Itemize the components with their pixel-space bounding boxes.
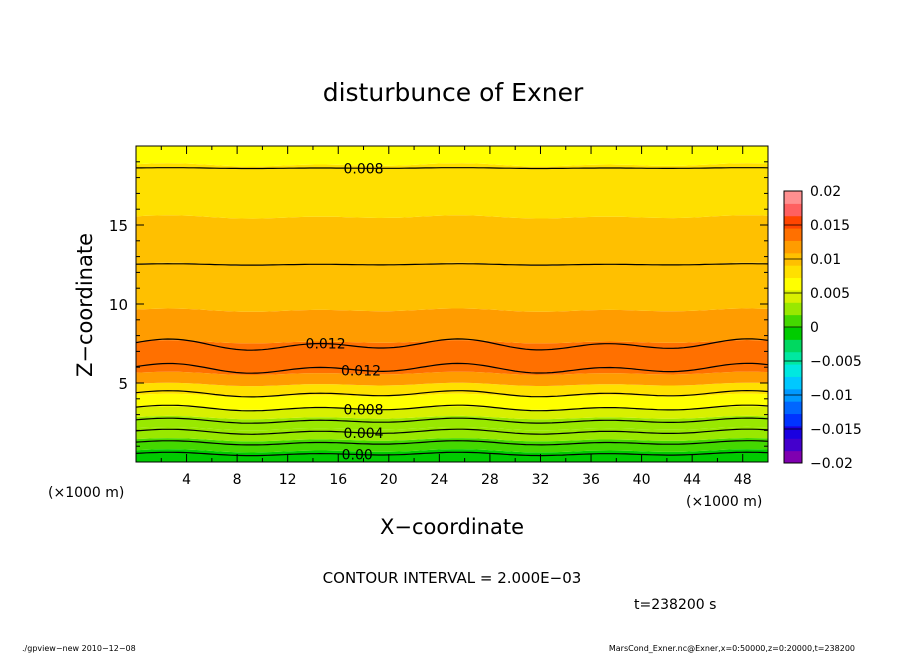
contour-line-6 [135,362,769,374]
x-axis-label: X−coordinate [380,515,524,539]
x-tick-label-2: 12 [279,472,297,488]
colorbar-label-8: −0.02 [810,456,853,472]
contour-band-7 [136,371,768,387]
colorbar-swatch-3 [784,413,802,427]
colorbar-swatch-18 [784,228,802,241]
contour-line-7 [135,338,769,351]
colorbar-swatch-14 [784,277,802,291]
colorbar-swatch-17 [784,240,802,254]
x-axis: 4 8 12 16 20 24 28 32 36 40 44 48 [160,146,752,488]
x-tick-label-8: 36 [582,472,600,488]
contour-label-7: 0.012 [306,337,346,353]
colorbar-swatch-20 [784,203,802,217]
contour-line-9 [136,167,769,170]
plot-area [136,146,768,462]
contour-band-3 [136,415,768,431]
colorbar-swatch-10 [784,327,802,340]
colorbar-swatch-11 [784,314,802,328]
x-tick-label-0: 4 [182,472,191,488]
x-tick-label-3: 16 [329,472,347,488]
contour-band-1 [136,438,768,453]
colorbar-swatch-9 [784,339,802,353]
colorbar-swatch-4 [784,401,802,415]
x-tick-label-10: 44 [683,472,701,488]
x-tick-label-7: 32 [532,472,550,488]
colorbar-swatch-19 [784,215,802,229]
y-tick-label-1: 10 [109,296,128,314]
contour-label-0: 0.00 [342,448,373,464]
colorbar-swatch-0 [784,450,802,464]
colorbar-label-2: 0.01 [810,252,841,268]
x-tick-label-1: 8 [233,472,242,488]
contour-band-4 [136,406,768,420]
contour-label-4: 0.008 [343,402,383,418]
contour-band-2 [136,426,768,442]
x-unit-right: (×1000 m) [686,494,762,510]
colorbar-swatch-8 [784,351,802,365]
colorbar-label-5: −0.005 [810,354,862,370]
contour-label-6: 0.012 [341,363,381,379]
chart-title: disturbunce of Exner [323,78,584,107]
y-axis: 5 10 15 [109,161,768,447]
contour-line-4 [135,404,769,412]
colorbar-label-3: 0.005 [810,286,850,302]
colorbar-label-1: 0.015 [810,218,850,234]
contour-band-5 [136,393,768,410]
contour-line-0 [135,451,769,457]
contour-label-9: 0.008 [343,161,383,177]
footer-left: ./gpview−new 2010−12−08 [22,644,136,653]
contour-band-0 [136,449,768,462]
colorbar-label-6: −0.01 [810,388,853,404]
colorbar-swatch-12 [784,302,802,316]
colorbar-swatch-1 [784,438,802,452]
contour-band-11 [136,215,768,266]
contour-line-5 [135,389,769,398]
y-tick-label-0: 5 [118,375,128,393]
contour-line-1 [135,440,769,446]
colorbar-label-4: 0 [810,320,819,336]
contour-band-9 [136,308,768,344]
x-tick-label-5: 24 [430,472,448,488]
y-tick-label-2: 15 [109,217,128,235]
contour-line-8 [135,263,769,266]
colorbar-swatch-15 [784,265,802,279]
contour-line-3 [135,417,769,424]
colorbar-swatch-13 [784,289,802,303]
colorbar: 0.02 0.015 0.01 0.005 0 −0.005 −0.01 −0.015 −0.0… [783,184,862,472]
x-tick-label-11: 48 [734,472,752,488]
colorbar-label-7: −0.015 [810,422,862,438]
contour-interval: CONTOUR INTERVAL = 2.000E−03 [323,569,582,587]
colorbar-label-0: 0.02 [810,184,841,200]
time-label: t=238200 s [634,597,716,613]
y-axis-label: Z−coordinate [73,233,97,377]
x-tick-label-6: 28 [481,472,499,488]
colorbar-swatch-2 [784,425,802,439]
x-tick-label-9: 40 [633,472,651,488]
footer-right: MarsCond_Exner.nc@Exner,x=0:50000,z=0:20… [609,644,855,653]
contour-line-2 [135,428,769,435]
contour-label-2: 0.004 [343,426,383,442]
colorbar-swatch-6 [784,376,802,390]
colorbar-swatch-7 [784,364,802,377]
contour-lines: 0.00 0.004 0.008 0.012 0.012 0.008 [135,161,769,464]
x-unit-left: (×1000 m) [48,485,124,501]
contour-band-12 [136,163,768,219]
x-tick-label-4: 20 [380,472,398,488]
colorbar-swatch-21 [784,191,802,204]
contour-band-13 [136,146,768,167]
contour-band-10 [136,262,768,312]
contour-band-8 [136,340,768,375]
